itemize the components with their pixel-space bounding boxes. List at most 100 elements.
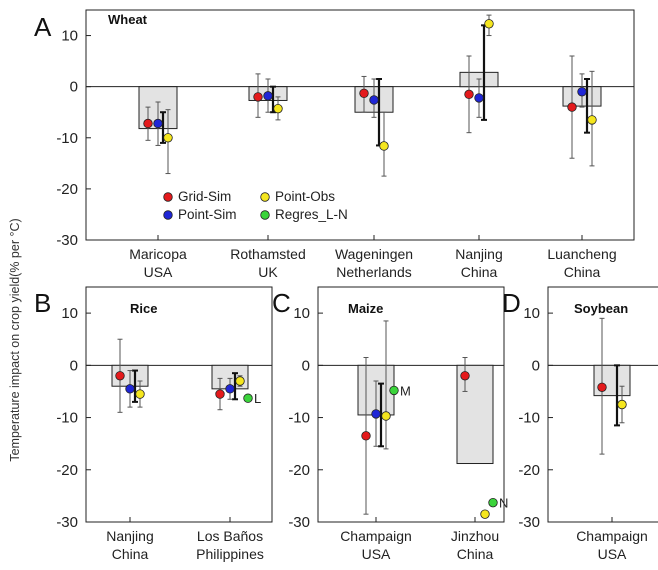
- y-tick-label: -20: [56, 181, 78, 198]
- y-tick-label: -30: [56, 232, 78, 249]
- point-regres-l-n: [488, 497, 498, 508]
- x-tick-label-country: China: [461, 264, 498, 280]
- y-tick-label: 0: [70, 357, 78, 374]
- legend-label: Point-Obs: [275, 189, 335, 204]
- point-annotation: M: [400, 383, 411, 398]
- point-point-sim: [125, 384, 135, 394]
- x-tick-label: Champaign: [340, 528, 412, 544]
- point-point-sim: [369, 95, 379, 105]
- point-point-obs: [135, 389, 145, 399]
- point-regres-l-n: [243, 393, 253, 403]
- y-tick-label: 0: [302, 357, 310, 374]
- y-tick-label: -20: [288, 462, 310, 479]
- legend-label: Point-Sim: [178, 207, 237, 222]
- point-point-sim: [474, 93, 484, 103]
- point-grid-sim: [253, 92, 263, 102]
- panel-title: Rice: [130, 301, 157, 316]
- x-tick-label-country: China: [457, 546, 494, 562]
- x-tick-label-country: China: [564, 264, 601, 280]
- y-tick-label: 10: [293, 305, 310, 322]
- x-tick-label-country: UK: [258, 264, 278, 280]
- y-tick-label: -20: [518, 462, 540, 479]
- point-point-sim: [371, 409, 381, 419]
- point-point-obs: [480, 509, 490, 519]
- y-tick-label: 0: [532, 357, 540, 374]
- panel-title: Soybean: [574, 301, 628, 316]
- point-grid-sim: [464, 89, 474, 100]
- point-point-obs: [617, 399, 627, 410]
- point-point-obs: [484, 19, 494, 29]
- point-point-sim: [225, 384, 235, 394]
- point-point-obs: [381, 411, 391, 421]
- point-annotation: N: [499, 496, 508, 511]
- x-tick-label-country: USA: [598, 546, 627, 562]
- y-axis-label: Temperature impact on crop yield(% per °…: [8, 218, 22, 461]
- legend-label: Regres_L-N: [275, 207, 348, 222]
- y-tick-label: 10: [61, 305, 78, 322]
- plot-frame: [85, 9, 635, 241]
- point-point-sim: [577, 87, 587, 97]
- y-tick-label: -30: [56, 514, 78, 531]
- x-tick-label-country: China: [112, 546, 149, 562]
- point-grid-sim: [361, 431, 371, 441]
- point-regres-l-n: [389, 385, 399, 396]
- x-tick-label: Rothamsted: [230, 246, 305, 262]
- x-tick-label-country: USA: [144, 264, 173, 280]
- plot-frame: [547, 286, 658, 523]
- x-tick-label: Nanjing: [106, 528, 153, 544]
- x-tick-label-country: Philippines: [196, 546, 264, 562]
- y-tick-label: -10: [518, 410, 540, 427]
- legend-marker: [163, 192, 173, 202]
- x-tick-label: Los Baños: [197, 528, 263, 544]
- panel-letter: C: [272, 288, 291, 318]
- panel-letter: A: [34, 12, 52, 42]
- panel-d: D Soybean -30 -20 -10 0 10 Champaign USA: [502, 286, 658, 562]
- y-tick-label: -10: [288, 410, 310, 427]
- point-grid-sim: [567, 102, 577, 112]
- panel-title: Wheat: [108, 12, 148, 27]
- y-tick-label: 10: [523, 305, 540, 322]
- x-tick-label: Champaign: [576, 528, 648, 544]
- point-point-obs: [163, 133, 173, 143]
- point-grid-sim: [597, 382, 607, 392]
- y-tick-label: 10: [61, 28, 78, 45]
- x-tick-label: Nanjing: [455, 246, 502, 262]
- x-tick-label: Jinzhou: [451, 528, 499, 544]
- point-grid-sim: [359, 88, 369, 99]
- x-tick-label: Maricopa: [129, 246, 187, 262]
- point-point-obs: [273, 103, 283, 114]
- mean-bar: [456, 364, 494, 465]
- panel-letter: D: [502, 288, 521, 318]
- point-annotation: L: [254, 391, 261, 406]
- point-point-sim: [153, 118, 163, 129]
- point-grid-sim: [215, 389, 225, 399]
- y-tick-label: -10: [56, 410, 78, 427]
- legend-marker: [163, 210, 173, 220]
- point-point-sim: [263, 91, 273, 101]
- point-grid-sim: [143, 118, 153, 129]
- y-tick-label: -20: [56, 462, 78, 479]
- plot-frame: [85, 286, 273, 523]
- point-grid-sim: [460, 371, 470, 381]
- x-tick-label: Luancheng: [547, 246, 616, 262]
- panel-c: C Maize -30 -20 -10 0 10 Champaign USA M Jinzhou Ch…: [272, 286, 508, 562]
- legend: Grid-Sim Point-Sim Point-Obs Regres_L-N: [163, 189, 348, 222]
- x-tick-label-country: Netherlands: [336, 264, 412, 280]
- y-tick-label: 0: [70, 79, 78, 96]
- point-grid-sim: [115, 371, 125, 381]
- y-tick-label: -30: [288, 514, 310, 531]
- x-tick-label-country: USA: [362, 546, 391, 562]
- panel-title: Maize: [348, 301, 383, 316]
- legend-marker: [260, 192, 270, 202]
- plot-frame: [317, 286, 505, 523]
- legend-marker: [260, 210, 270, 220]
- y-tick-label: -10: [56, 130, 78, 147]
- point-point-obs: [587, 115, 597, 125]
- panel-a: A Wheat -30 -20 -10 0 10 Maricopa USA Rothamsted U…: [34, 9, 635, 280]
- panel-letter: B: [34, 288, 51, 318]
- point-point-obs: [379, 141, 389, 151]
- panel-b: B Rice -30 -20 -10 0 10 Nanjing China Los Baños Ph…: [34, 286, 273, 562]
- legend-label: Grid-Sim: [178, 189, 231, 204]
- x-tick-label: Wageningen: [335, 246, 413, 262]
